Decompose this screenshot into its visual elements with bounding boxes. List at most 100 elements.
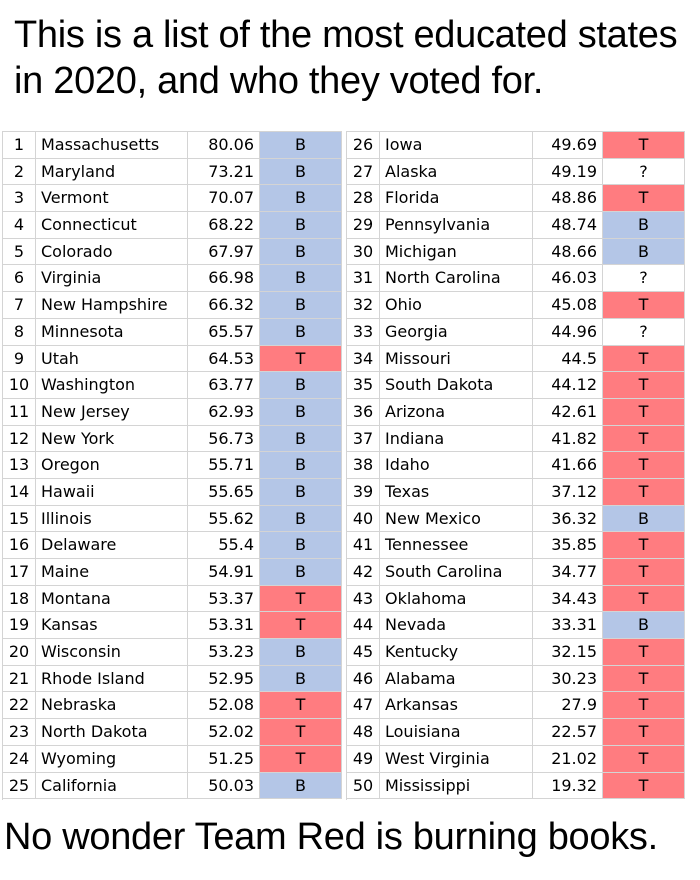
rank-cell: 9	[3, 345, 36, 373]
rank-cell: 21	[3, 665, 36, 693]
table-row: 31 North Carolina 46.03?	[347, 265, 685, 293]
rank-cell: 38	[347, 452, 380, 479]
rank-cell: 10	[3, 372, 36, 399]
percent-cell: 64.53	[188, 345, 260, 373]
table-row: 28 Florida 48.86 T	[347, 185, 685, 213]
state-cell: Iowa	[380, 132, 533, 159]
percent-cell: 55.65	[188, 478, 260, 506]
state-cell: Alaska	[380, 158, 533, 186]
vote-cell: T	[603, 452, 685, 479]
table-row: 34 Missouri 44.5 T	[347, 345, 685, 373]
vote-cell: B	[260, 639, 342, 666]
state-cell: Indiana	[380, 425, 533, 453]
state-cell: Oklahoma	[380, 585, 533, 613]
state-cell: Delaware	[36, 532, 188, 559]
vote-cell: T	[603, 585, 685, 613]
left-table: 1 Massachusetts 80.06 B 2 Maryland 73.21 B 3 Verm…	[2, 131, 342, 800]
table-row: 35 South Dakota 44.12 T	[347, 372, 685, 399]
state-cell: Connecticut	[36, 212, 188, 239]
percent-cell: 52.02	[188, 719, 260, 746]
state-cell: Idaho	[380, 452, 533, 479]
state-cell: South Carolina	[380, 559, 533, 586]
rank-cell: 16	[3, 532, 36, 559]
table-row: 1 Massachusetts 80.06 B	[3, 132, 342, 159]
rank-cell: 39	[347, 478, 380, 506]
rank-cell: 49	[347, 745, 380, 773]
percent-cell: 49.69	[533, 132, 603, 159]
table-row: 41 Tennessee 35.85 T	[347, 532, 685, 559]
percent-cell: 27.9	[533, 692, 603, 720]
vote-cell: B	[260, 532, 342, 559]
vote-cell: B	[603, 238, 685, 266]
table-row: 20 Wisconsin 53.23 B	[3, 639, 342, 666]
state-cell: Tennessee	[380, 532, 533, 559]
percent-cell: 42.61	[533, 398, 603, 426]
percent-cell: 52.95	[188, 665, 260, 693]
state-cell: Louisiana	[380, 719, 533, 746]
table-row: 38 Idaho 41.66 T	[347, 452, 685, 479]
state-cell: Minnesota	[36, 318, 188, 346]
percent-cell: 51.25	[188, 745, 260, 773]
table-row: 13 Oregon 55.71 B	[3, 452, 342, 479]
rank-cell: 31	[347, 265, 380, 293]
table-row: 23 North Dakota 52.02 T	[3, 719, 342, 746]
state-cell: New Mexico	[380, 505, 533, 533]
percent-cell: 52.08	[188, 692, 260, 720]
state-cell: Utah	[36, 345, 188, 373]
vote-cell: T	[260, 719, 342, 746]
caption: No wonder Team Red is burning books.	[4, 816, 658, 858]
vote-cell: B	[603, 612, 685, 640]
percent-cell: 68.22	[188, 212, 260, 239]
table-row: 33 Georgia 44.96?	[347, 318, 685, 346]
percent-cell: 34.77	[533, 559, 603, 586]
percent-cell: 49.19	[533, 158, 603, 186]
table-row: 4 Connecticut 68.22 B	[3, 212, 342, 239]
table-row: 16 Delaware 55.4 B	[3, 532, 342, 559]
rank-cell: 47	[347, 692, 380, 720]
table-row: 15 Illinois 55.62 B	[3, 505, 342, 533]
percent-cell: 33.31	[533, 612, 603, 640]
vote-cell: B	[260, 212, 342, 239]
state-cell: Kentucky	[380, 639, 533, 666]
percent-cell: 22.57	[533, 719, 603, 746]
percent-cell: 50.03	[188, 772, 260, 800]
rank-cell: 23	[3, 719, 36, 746]
state-cell: Arkansas	[380, 692, 533, 720]
vote-cell: B	[260, 665, 342, 693]
state-cell: Texas	[380, 478, 533, 506]
table-row: 17 Maine 54.91 B	[3, 559, 342, 586]
state-cell: Virginia	[36, 265, 188, 293]
vote-cell: B	[260, 292, 342, 319]
table-row: 26 Iowa 49.69 T	[347, 132, 685, 159]
table-row: 44 Nevada 33.31 B	[347, 612, 685, 640]
percent-cell: 35.85	[533, 532, 603, 559]
percent-cell: 44.96	[533, 318, 603, 346]
table-row: 6 Virginia 66.98 B	[3, 265, 342, 293]
table-row: 19 Kansas 53.31 T	[3, 612, 342, 640]
percent-cell: 45.08	[533, 292, 603, 319]
rank-cell: 1	[3, 132, 36, 159]
state-cell: Alabama	[380, 665, 533, 693]
vote-cell: T	[603, 345, 685, 373]
percent-cell: 46.03	[533, 265, 603, 293]
percent-cell: 41.66	[533, 452, 603, 479]
percent-cell: 30.23	[533, 665, 603, 693]
state-cell: North Dakota	[36, 719, 188, 746]
page-title: This is a list of the most educated stat…	[14, 14, 678, 102]
rank-cell: 36	[347, 398, 380, 426]
table-row: 42 South Carolina 34.77 T	[347, 559, 685, 586]
vote-cell: T	[603, 639, 685, 666]
vote-cell: ?	[603, 318, 685, 346]
percent-cell: 53.23	[188, 639, 260, 666]
rank-cell: 8	[3, 318, 36, 346]
percent-cell: 66.32	[188, 292, 260, 319]
rank-cell: 7	[3, 292, 36, 319]
percent-cell: 70.07	[188, 185, 260, 213]
percent-cell: 34.43	[533, 585, 603, 613]
rank-cell: 41	[347, 532, 380, 559]
percent-cell: 44.5	[533, 345, 603, 373]
rank-cell: 5	[3, 238, 36, 266]
vote-cell: T	[260, 612, 342, 640]
vote-cell: T	[603, 665, 685, 693]
vote-cell: B	[260, 425, 342, 453]
